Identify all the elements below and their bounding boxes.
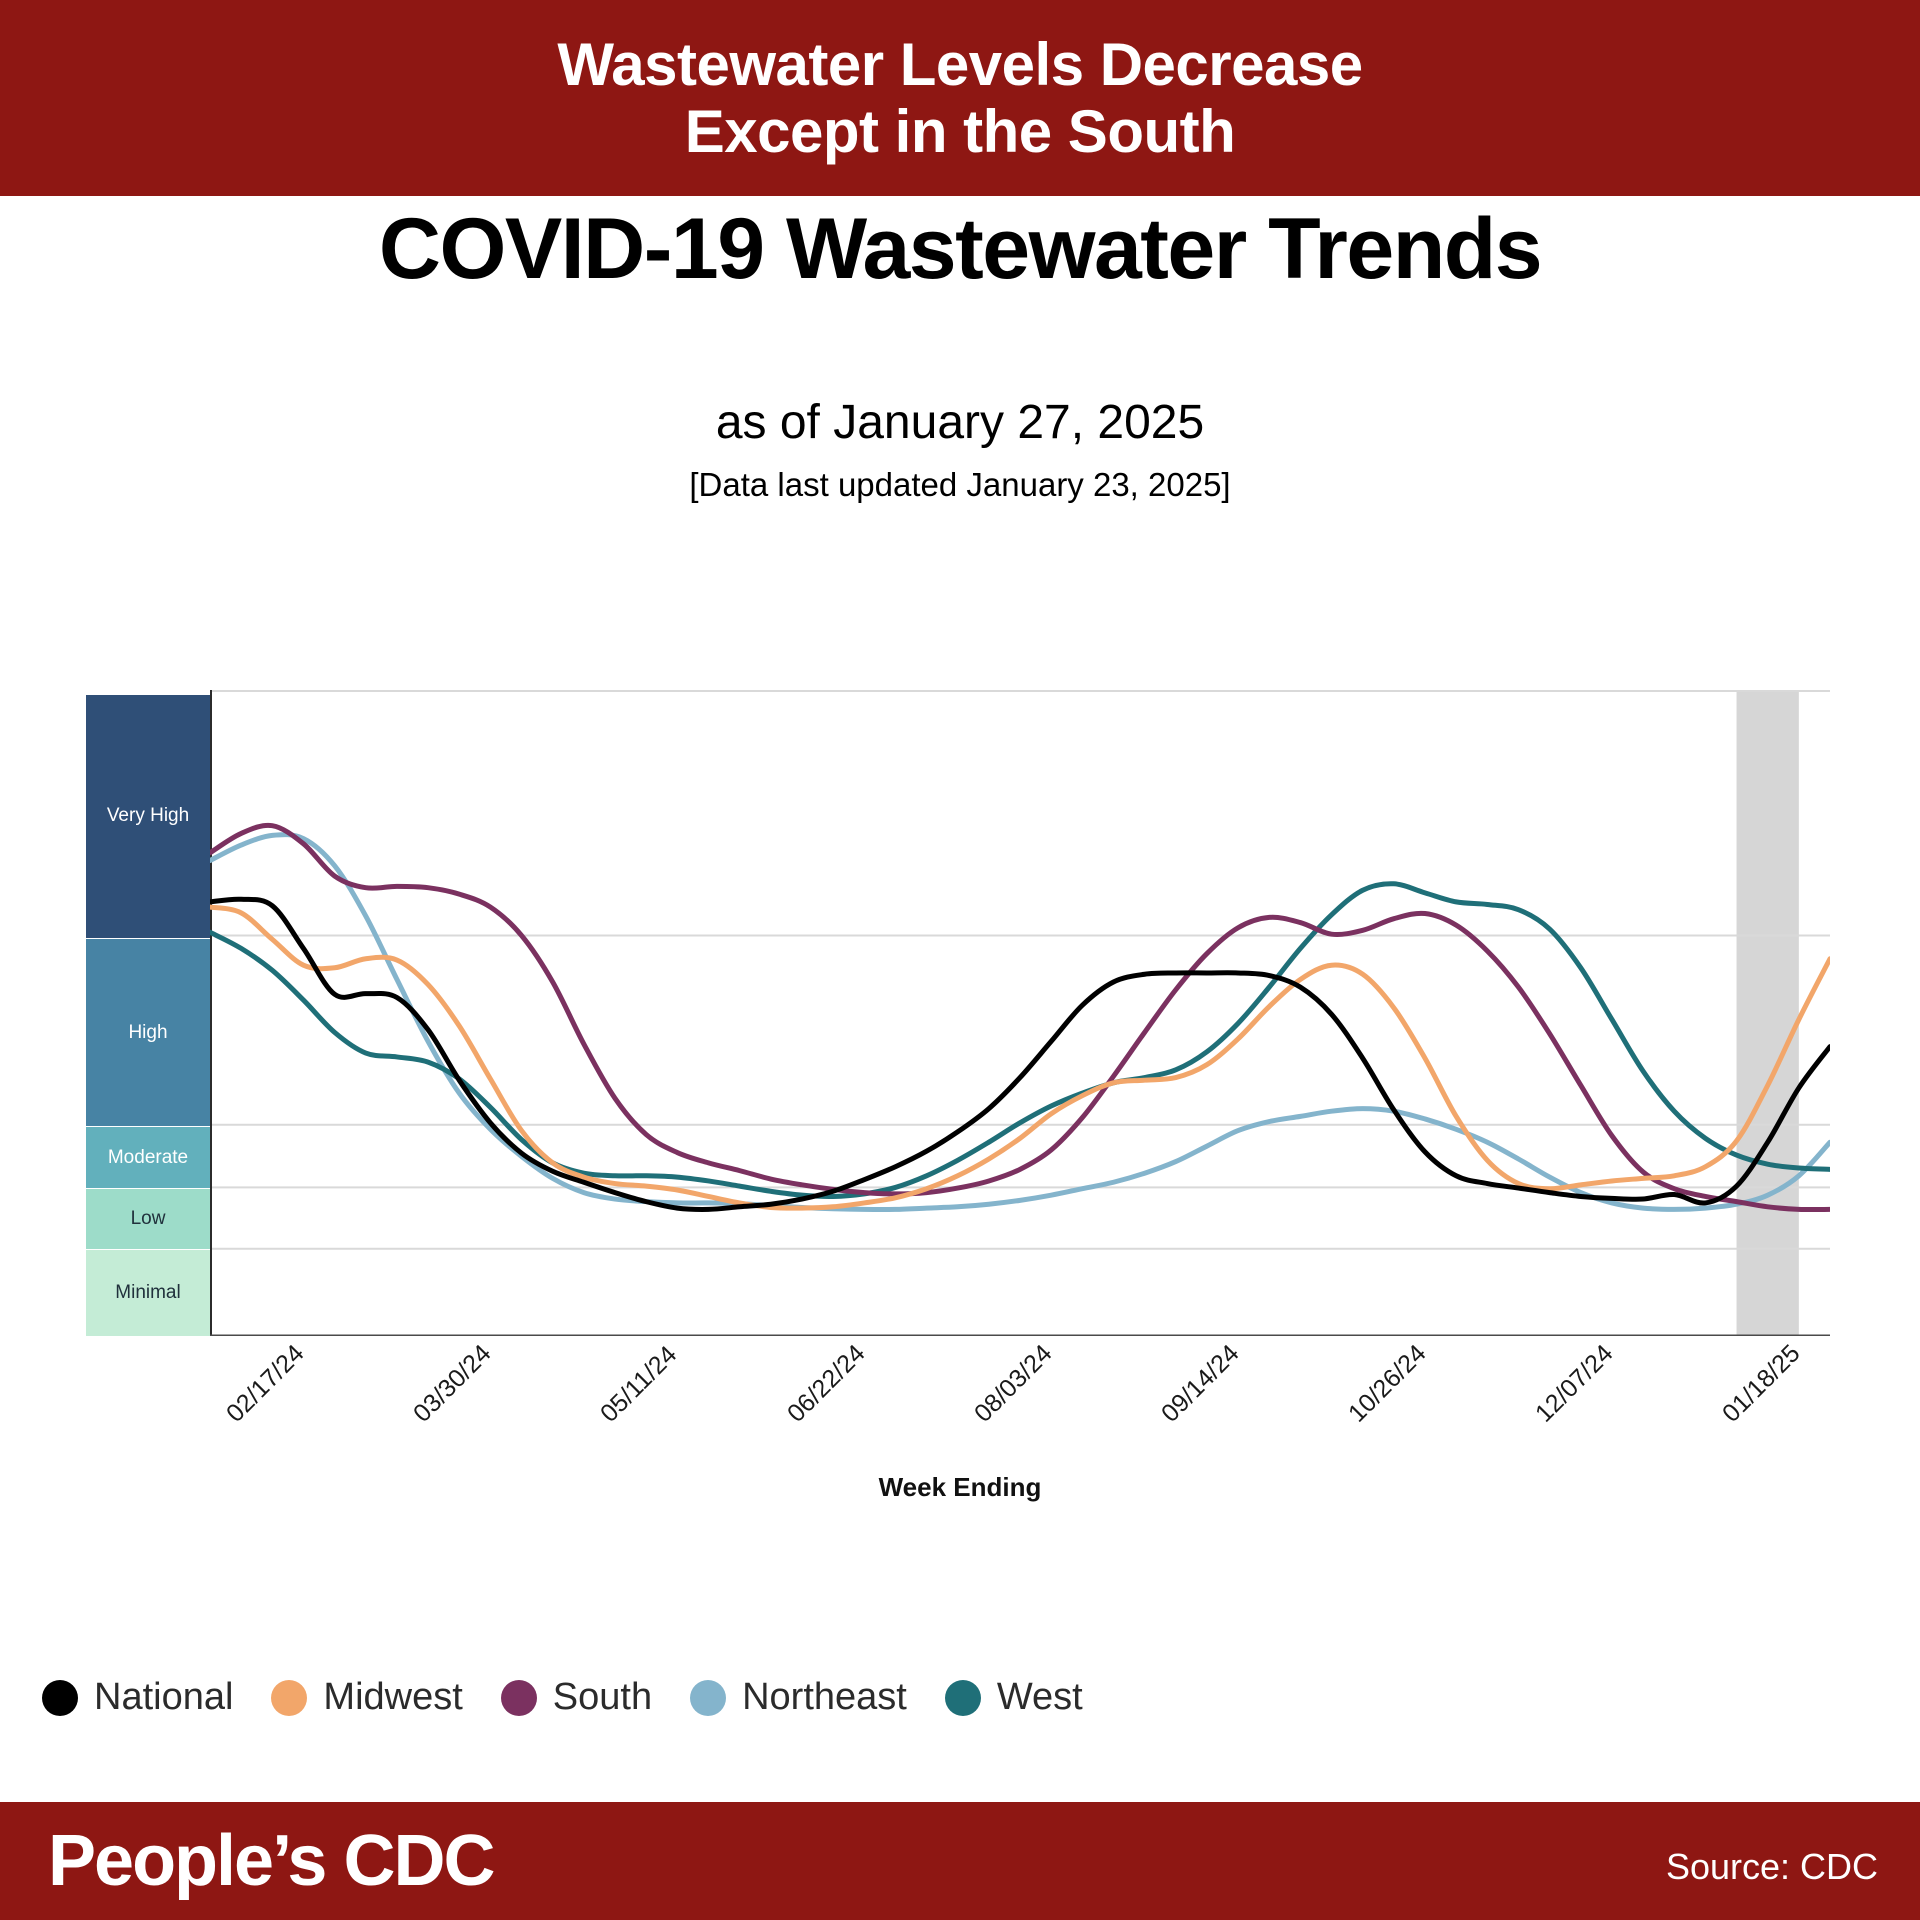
series-legend: National Midwest South Northeast West [42,1676,1121,1719]
header-line-1: Wastewater Levels Decrease [557,30,1363,98]
trend-line-south [210,822,1830,1213]
level-band-high: High [86,937,210,1127]
wastewater-trends-chart: Minimal Low Moderate High Very High [0,690,1920,1350]
source-credit: Source: CDC [1665,1846,1878,1887]
header-line-2: Except in the South [684,98,1236,165]
legend-item-national[interactable]: National [42,1676,233,1719]
trend-line-midwest [210,904,1830,1211]
x-tick-label: 10/26/24 [1343,1339,1432,1428]
page-title: COVID-19 Wastewater Trends [378,201,1543,297]
legend-color-dot-icon [690,1679,727,1716]
level-band-label: Low [130,1208,166,1230]
trend-line-northeast [210,832,1830,1213]
level-band-label: Minimal [115,1282,181,1304]
trend-lines-svg [210,690,1830,1336]
provisional-data-band [1736,690,1799,1336]
x-tick-label: 01/18/25 [1716,1339,1806,1428]
peoples-cdc-logo: People’s CDC [48,1821,495,1901]
legend-item-label: Midwest [323,1676,463,1718]
footer-banner: People’s CDC Source: CDC [0,1802,1920,1920]
level-band-low: Low [86,1188,210,1250]
level-band-label: Moderate [107,1146,189,1168]
level-band-moderate: Moderate [86,1126,210,1189]
legend-item-label: South [552,1676,653,1718]
legend-item-northeast[interactable]: Northeast [690,1676,907,1719]
x-tick-label: 02/17/24 [221,1339,311,1428]
x-tick-label: 06/22/24 [782,1339,871,1428]
legend-item-label: West [996,1676,1083,1718]
level-band-minimal: Minimal [86,1249,210,1336]
legend-item-midwest[interactable]: Midwest [271,1676,463,1719]
x-tick-label: 08/03/24 [969,1339,1058,1428]
header-banner: Wastewater Levels Decrease Except in the… [0,0,1920,196]
x-tick-label: 05/11/24 [595,1340,683,1428]
as-of-date: as of January 27, 2025 [715,396,1205,449]
x-tick-label: 03/30/24 [408,1339,497,1428]
last-updated-note: [Data last updated January 23, 2025] [689,466,1231,503]
x-tick-label: 12/07/24 [1529,1339,1619,1428]
legend-item-south[interactable]: South [500,1676,653,1719]
plot-area [210,690,1830,1336]
legend-item-label: Northeast [742,1676,907,1718]
trend-line-national [210,896,1830,1212]
level-band-label: Very High [106,805,190,827]
level-band-label: High [128,1021,168,1043]
trend-line-west [210,881,1830,1200]
legend-item-west[interactable]: West [944,1676,1083,1719]
y-axis-level-bands: Minimal Low Moderate High Very High [86,694,210,1336]
x-axis-tick-labels: 02/17/24 03/30/24 05/11/24 06/22/24 08/03/24… [0,1339,1920,1482]
legend-color-dot-icon [271,1679,308,1716]
legend-item-label: National [94,1676,234,1718]
legend-color-dot-icon [42,1679,78,1716]
legend-color-dot-icon [500,1679,537,1716]
legend-color-dot-icon [944,1679,981,1716]
level-band-very-high: Very High [86,694,210,938]
x-axis-title: Week Ending [878,1472,1042,1502]
x-tick-label: 09/14/24 [1156,1339,1245,1428]
